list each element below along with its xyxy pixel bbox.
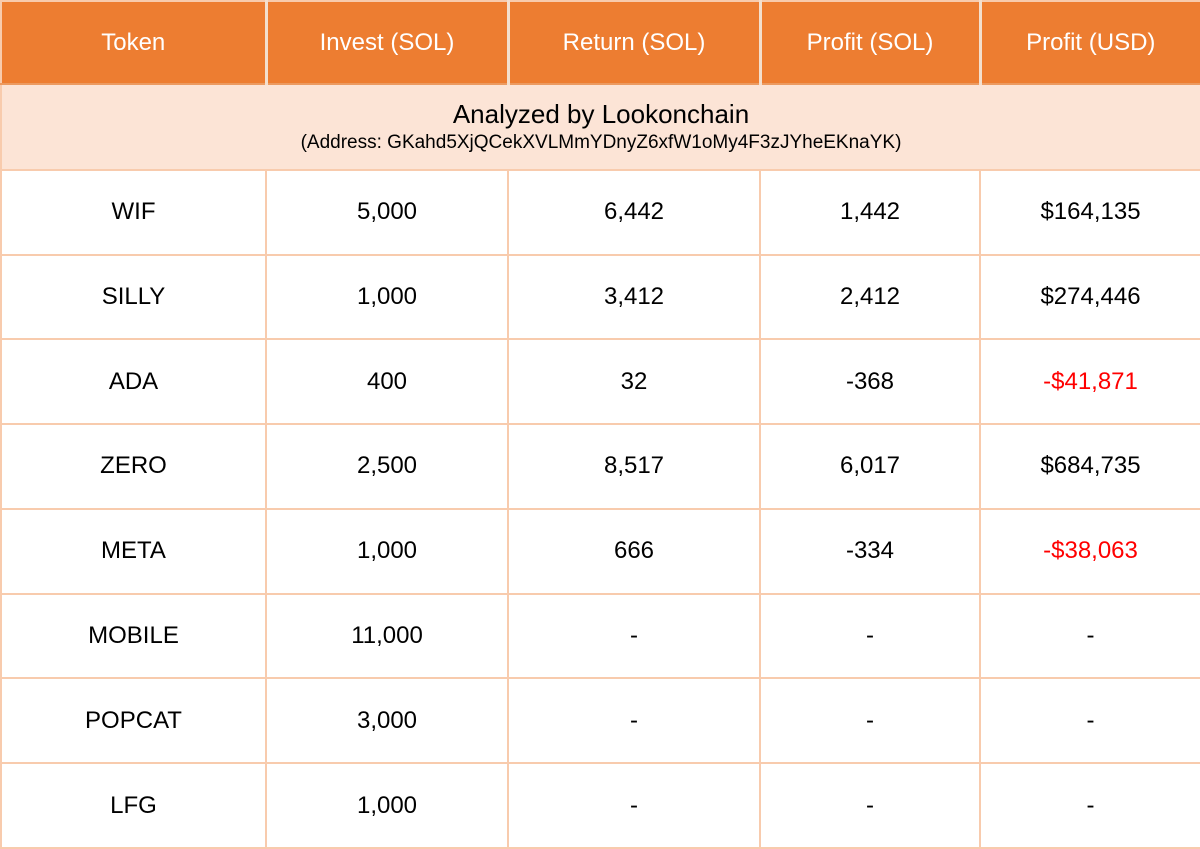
invest-sol-cell: 5,000 <box>265 168 509 256</box>
profit-sol-cell: 1,442 <box>759 168 981 256</box>
return-sol-cell: 32 <box>507 338 761 426</box>
invest-sol-cell: 400 <box>265 338 509 426</box>
profit-usd-cell: - <box>979 592 1200 680</box>
table-row: MOBILE 11,000 - - - <box>0 592 1200 680</box>
table-row: LFG 1,000 - - - <box>0 762 1200 849</box>
token-cell: SILLY <box>0 253 267 341</box>
invest-sol-cell: 1,000 <box>265 762 509 849</box>
profit-sol-cell: -368 <box>759 338 981 426</box>
profit-usd-cell: -$38,063 <box>979 507 1200 595</box>
col-header-return-sol: Return (SOL) <box>506 0 760 85</box>
profit-sol-cell: -334 <box>759 507 981 595</box>
profit-sol-cell: - <box>759 592 981 680</box>
token-cell: ZERO <box>0 423 267 510</box>
profit-sol-cell: 2,412 <box>759 253 981 341</box>
return-sol-cell: 6,442 <box>507 168 761 256</box>
return-sol-cell: 3,412 <box>507 253 761 341</box>
table-row: META 1,000 666 -334 -$38,063 <box>0 507 1200 595</box>
return-sol-cell: 8,517 <box>507 423 761 510</box>
col-header-token: Token <box>0 0 266 85</box>
return-sol-cell: 666 <box>507 507 761 595</box>
wallet-address: (Address: GKahd5XjQCekXVLMmYDnyZ6xfW1oMy… <box>300 132 902 154</box>
table-row: POPCAT 3,000 - - - <box>0 677 1200 765</box>
profit-usd-cell: -$41,871 <box>979 338 1200 426</box>
info-cell: Analyzed by Lookonchain (Address: GKahd5… <box>0 83 1200 171</box>
table-row: SILLY 1,000 3,412 2,412 $274,446 <box>0 253 1200 341</box>
invest-sol-cell: 2,500 <box>265 423 509 510</box>
profit-sol-cell: - <box>759 677 981 765</box>
token-cell: POPCAT <box>0 677 267 765</box>
return-sol-cell: - <box>507 592 761 680</box>
col-header-profit-usd: Profit (USD) <box>978 0 1200 85</box>
profit-sol-cell: - <box>759 762 981 849</box>
token-cell: MOBILE <box>0 592 267 680</box>
profit-sol-cell: 6,017 <box>759 423 981 510</box>
profit-usd-cell: - <box>979 677 1200 765</box>
table-row: WIF 5,000 6,442 1,442 $164,135 <box>0 168 1200 256</box>
profit-usd-cell: - <box>979 762 1200 849</box>
token-cell: WIF <box>0 168 267 256</box>
invest-sol-cell: 3,000 <box>265 677 509 765</box>
info-row: Analyzed by Lookonchain (Address: GKahd5… <box>0 83 1200 171</box>
token-cell: LFG <box>0 762 267 849</box>
table-row: ZERO 2,500 8,517 6,017 $684,735 <box>0 423 1200 510</box>
profit-usd-cell: $164,135 <box>979 168 1200 256</box>
col-header-invest-sol: Invest (SOL) <box>264 0 508 85</box>
col-header-profit-sol: Profit (SOL) <box>758 0 980 85</box>
token-cell: ADA <box>0 338 267 426</box>
profit-usd-cell: $684,735 <box>979 423 1200 510</box>
header-row: Token Invest (SOL) Return (SOL) Profit (… <box>0 0 1200 85</box>
invest-sol-cell: 1,000 <box>265 253 509 341</box>
token-cell: META <box>0 507 267 595</box>
analyzed-by-title: Analyzed by Lookonchain <box>452 98 750 129</box>
return-sol-cell: - <box>507 677 761 765</box>
invest-sol-cell: 11,000 <box>265 592 509 680</box>
invest-sol-cell: 1,000 <box>265 507 509 595</box>
table-row: ADA 400 32 -368 -$41,871 <box>0 338 1200 426</box>
profit-usd-cell: $274,446 <box>979 253 1200 341</box>
return-sol-cell: - <box>507 762 761 849</box>
